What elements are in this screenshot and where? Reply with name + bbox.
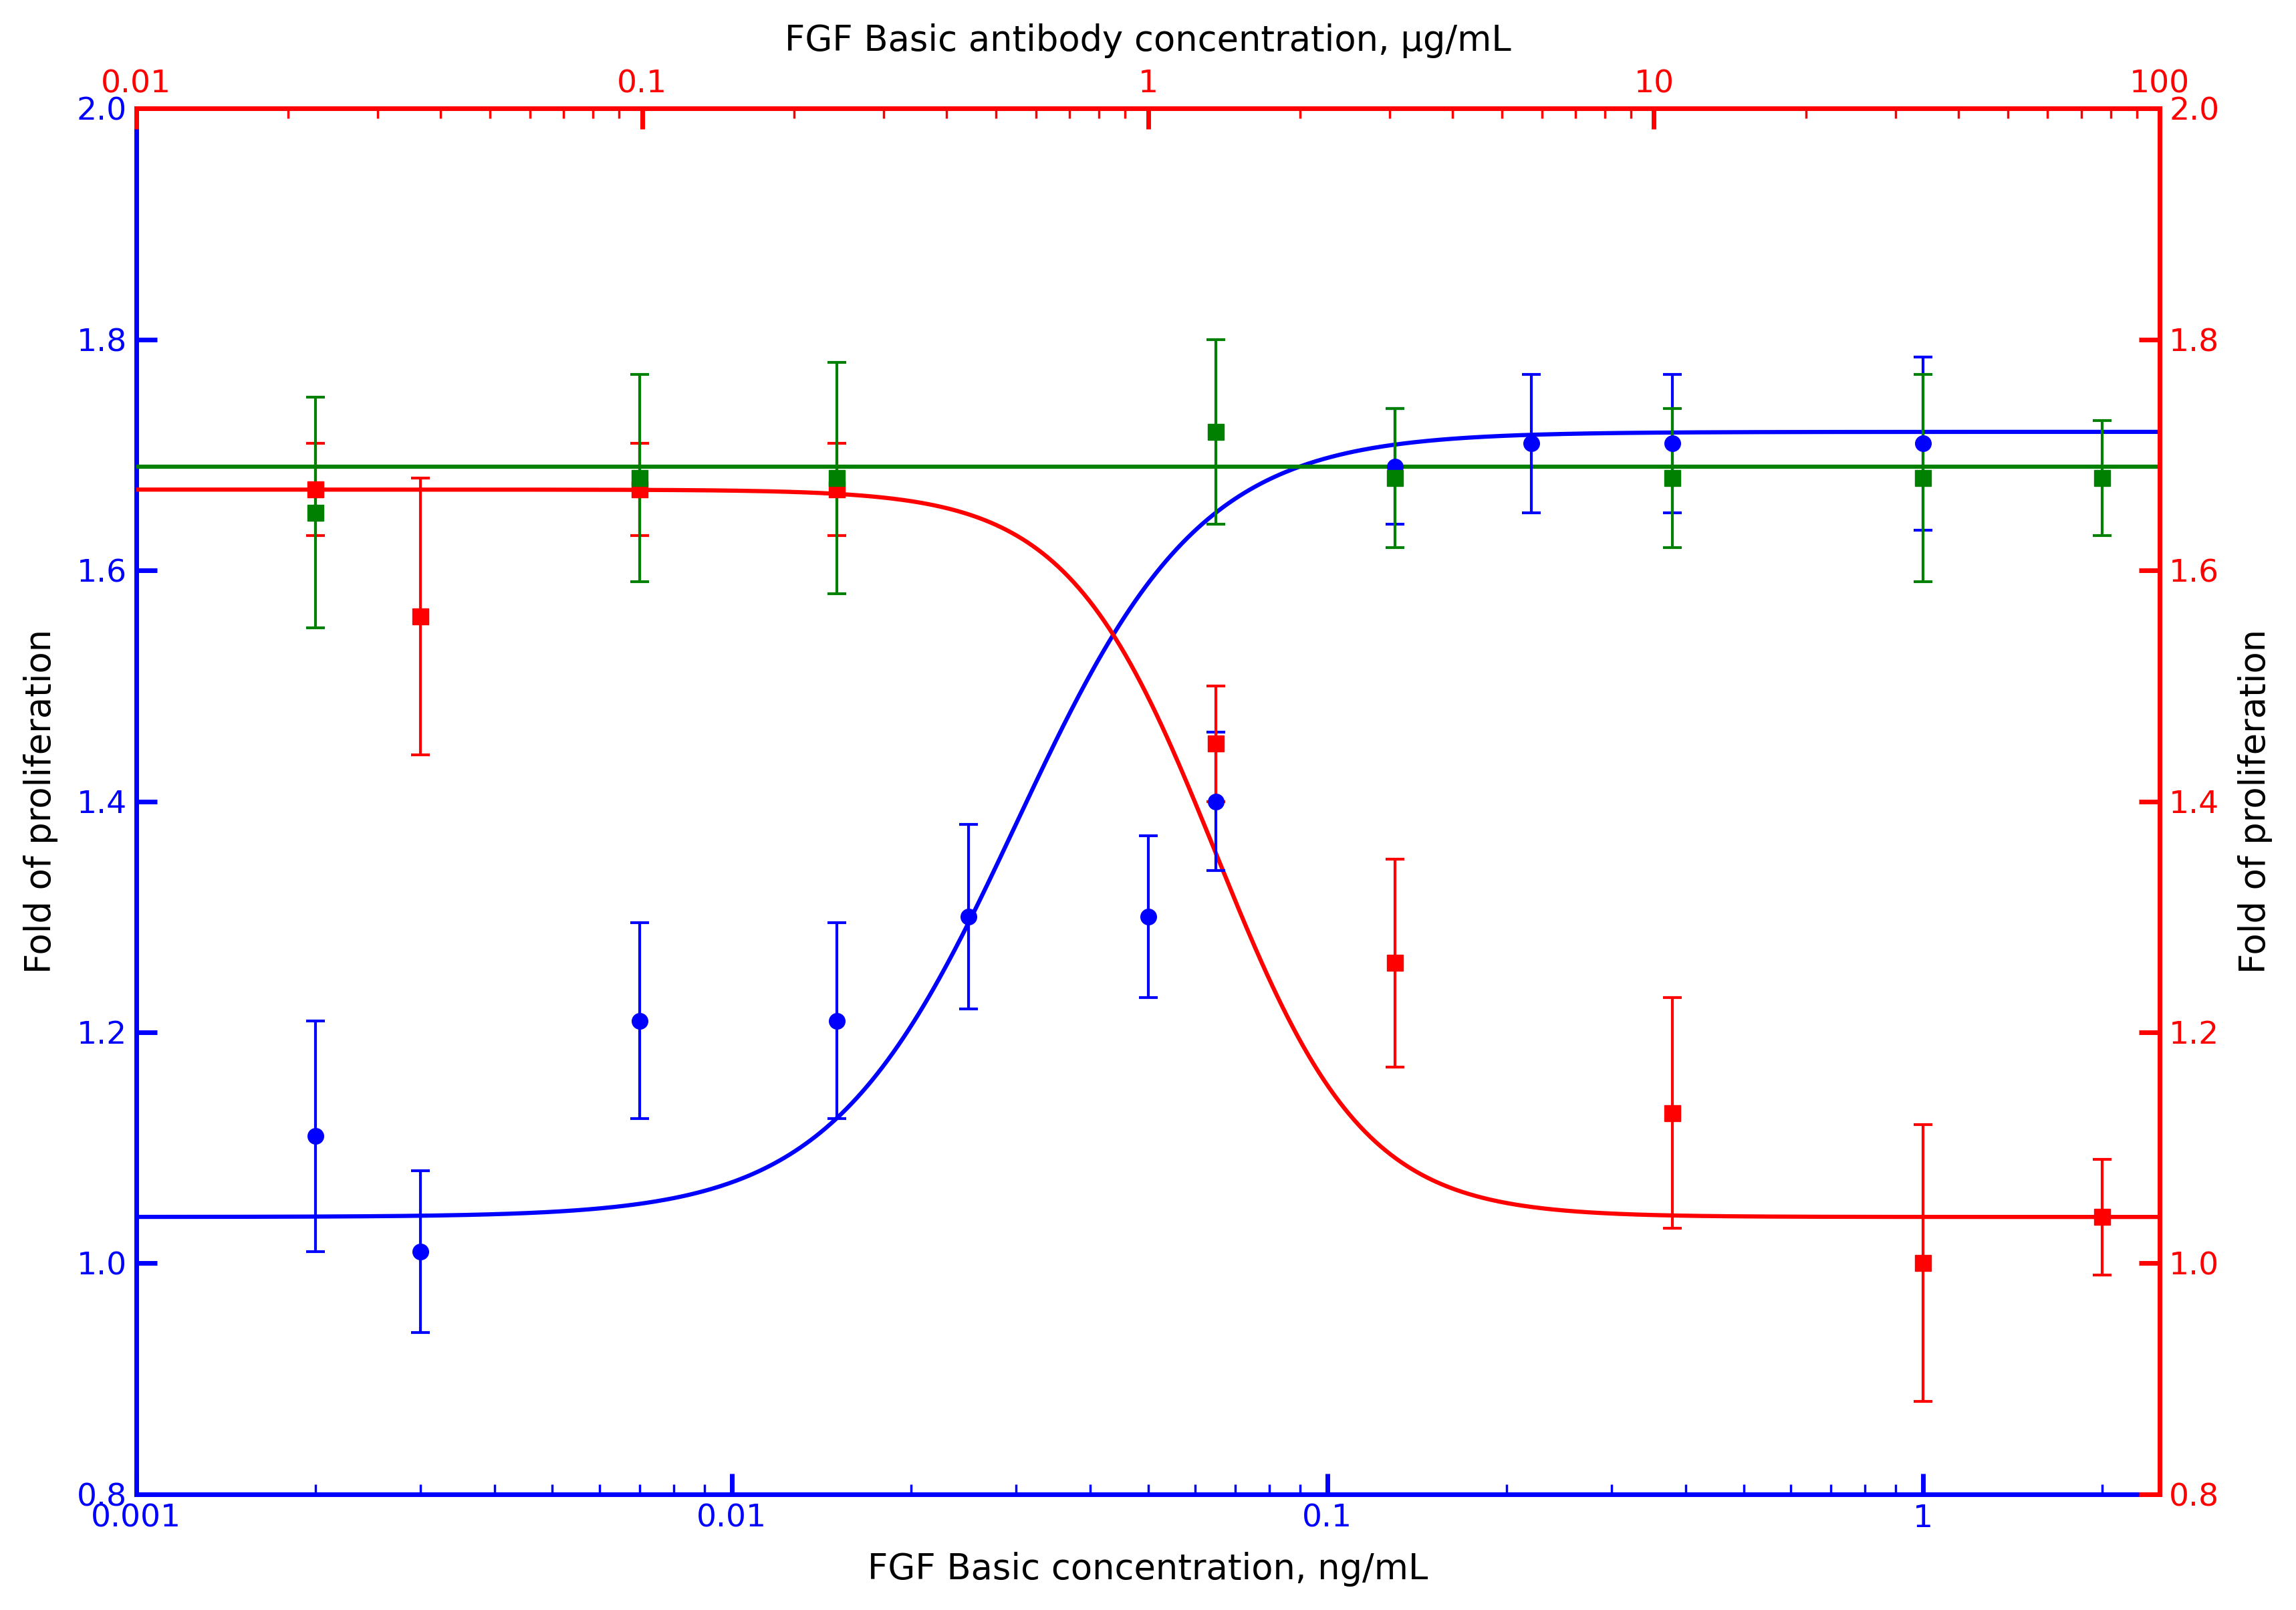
X-axis label: FGF Basic antibody concentration, μg/mL: FGF Basic antibody concentration, μg/mL <box>785 23 1511 58</box>
X-axis label: FGF Basic concentration, ng/mL: FGF Basic concentration, ng/mL <box>868 1552 1428 1587</box>
Y-axis label: Fold of proliferation: Fold of proliferation <box>23 630 57 974</box>
Y-axis label: Fold of proliferation: Fold of proliferation <box>2239 630 2273 974</box>
